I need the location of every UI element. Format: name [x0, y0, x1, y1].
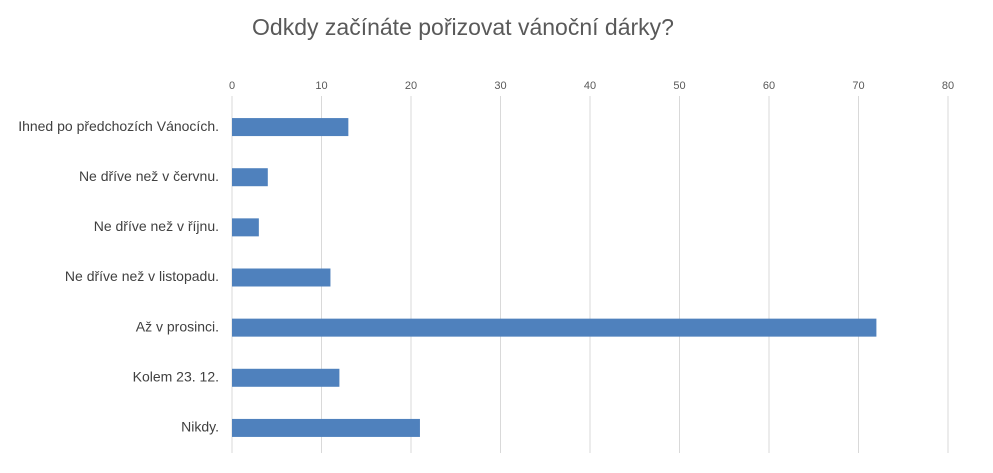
x-tick-label: 80	[942, 80, 954, 92]
y-tick-label: Ihned po předchozích Vánocích.	[18, 118, 219, 134]
chart-title: Odkdy začínáte pořizovat vánoční dárky?	[252, 14, 674, 40]
x-tick-label: 40	[584, 80, 596, 92]
bar	[232, 418, 420, 437]
bar	[232, 168, 268, 187]
x-tick-label: 0	[229, 80, 235, 92]
x-tick-label: 70	[852, 80, 864, 92]
bar	[232, 268, 331, 287]
x-tick-label: 50	[673, 80, 685, 92]
y-tick-label: Kolem 23. 12.	[133, 368, 219, 384]
x-tick-label: 10	[315, 80, 327, 92]
x-tick-label: 30	[494, 80, 506, 92]
y-tick-label: Ne dříve než v listopadu.	[65, 268, 219, 284]
x-tick-label: 60	[763, 80, 775, 92]
x-tick-label: 20	[405, 80, 417, 92]
bar	[232, 318, 877, 337]
y-tick-label: Až v prosinci.	[136, 318, 219, 334]
y-tick-label: Ne dříve než v říjnu.	[94, 218, 219, 234]
y-tick-label: Nikdy.	[181, 419, 219, 435]
bar	[232, 218, 259, 237]
bar	[232, 368, 340, 387]
y-tick-label: Ne dříve než v červnu.	[79, 168, 219, 184]
bar	[232, 118, 349, 137]
